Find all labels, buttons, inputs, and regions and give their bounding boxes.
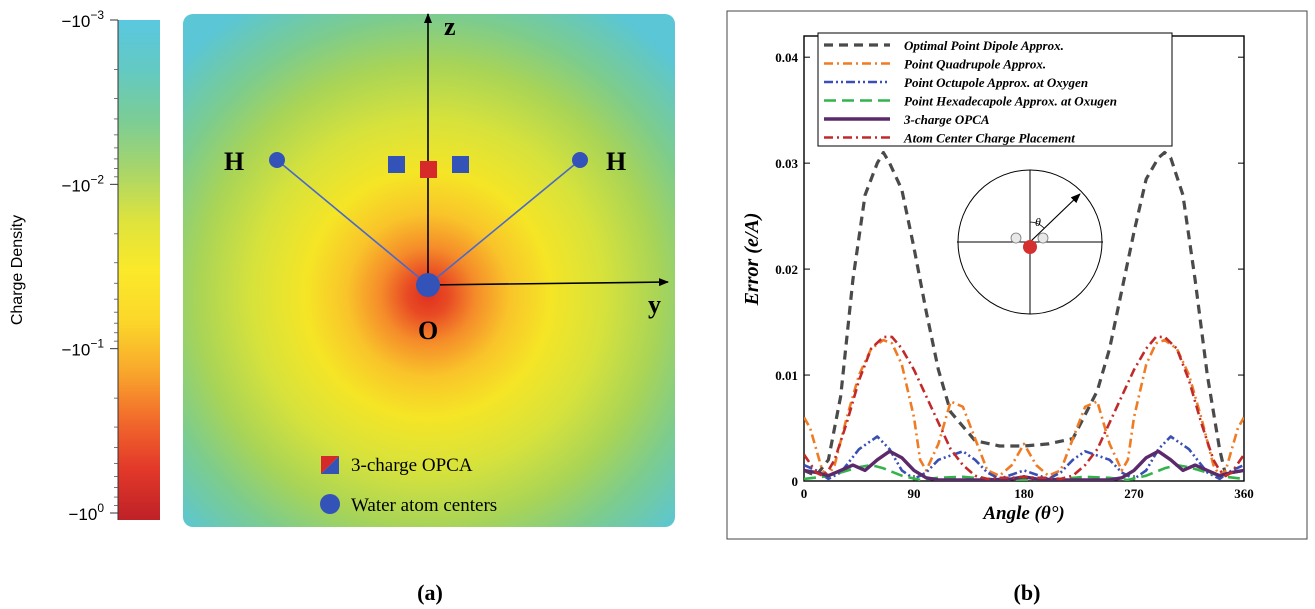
charge-site-center — [420, 161, 437, 178]
legend-entry-label: 3-charge OPCA — [903, 112, 990, 127]
x-tick-label: 360 — [1234, 486, 1254, 501]
y-axis-label: y — [648, 290, 661, 319]
inset-diagram: θ — [957, 169, 1103, 315]
z-axis-label: z — [444, 12, 456, 41]
legend-entry-label: Point Octupole Approx. at Oxygen — [904, 75, 1088, 90]
y-tick-label: 0.04 — [775, 50, 798, 65]
x-tick-label: 270 — [1124, 486, 1144, 501]
y-axis-title: Error (e/A) — [741, 213, 763, 307]
inset-theta-label: θ — [1035, 215, 1041, 229]
inset-oxygen-icon — [1023, 240, 1037, 254]
legend-entry-label: Optimal Point Dipole Approx. — [904, 38, 1064, 53]
panel-b: 0 90 180 270 360 0 0.01 0.02 0.03 0.04 Error (e/A… — [726, 10, 1308, 605]
inset-hydrogen-left-icon — [1010, 232, 1022, 244]
panel-b-caption: (b) — [1014, 580, 1041, 605]
legend-opca-label: 3-charge OPCA — [351, 455, 473, 476]
chart-legend: Optimal Point Dipole Approx. Point Quadru… — [817, 32, 1173, 147]
colorbar: −10−3 −10−2 −10−1 −100 Charge Density — [9, 8, 160, 524]
legend-box — [817, 32, 1173, 147]
charge-density-map — [183, 14, 675, 527]
panel-b-frame — [726, 10, 1308, 540]
panel-a: −10−3 −10−2 −10−1 −100 Charge Density z y H… — [9, 8, 675, 605]
y-tick-label: 0.01 — [775, 368, 798, 383]
colorbar-tick-label: −10−1 — [61, 337, 104, 360]
oxygen-atom — [416, 273, 440, 297]
legend-entry-label: Point Hexadecapole Approx. at Oxugen — [904, 94, 1117, 109]
oxygen-label: O — [418, 316, 438, 345]
series-line-0 — [804, 150, 1244, 478]
legend-entry-label: Point Quadrupole Approx. — [904, 57, 1046, 72]
series-line-3 — [804, 463, 1244, 481]
inset-theta-arrow — [1029, 193, 1081, 243]
hydrogen-left-label: H — [224, 147, 244, 176]
y-tick-label: 0.02 — [775, 262, 798, 277]
colorbar-tick-label: −100 — [68, 501, 104, 524]
charge-site-right — [452, 156, 469, 173]
hydrogen-left-atom — [269, 152, 285, 168]
series-lines — [804, 150, 1244, 481]
bond-right — [427, 159, 581, 286]
y-tick-label: 0 — [792, 474, 799, 489]
panel-a-legend: 3-charge OPCA Water atom centers — [320, 455, 497, 516]
colorbar-label: Charge Density — [9, 215, 26, 325]
charge-site-left — [388, 156, 405, 173]
series-line-1 — [804, 338, 1244, 477]
axis-ticks: 0 90 180 270 360 0 0.01 0.02 0.03 0.04 — [775, 36, 1254, 501]
colorbar-ticks: −10−3 −10−2 −10−1 −100 — [61, 8, 118, 524]
hydrogen-right-atom — [572, 152, 588, 168]
bond-left — [276, 159, 429, 286]
colorbar-gradient — [118, 20, 160, 520]
panel-a-caption: (a) — [417, 580, 443, 605]
x-tick-label: 90 — [908, 486, 921, 501]
x-tick-label: 0 — [801, 486, 808, 501]
colorbar-tick-label: −10−2 — [61, 172, 104, 195]
series-line-5 — [804, 335, 1244, 481]
inset-hydrogen-right-icon — [1037, 232, 1049, 244]
legend-entry-label: Atom Center Charge Placement — [903, 131, 1075, 146]
y-axis — [427, 278, 669, 287]
x-tick-label: 180 — [1014, 486, 1034, 501]
x-axis-title: Angle (θ°) — [982, 503, 1064, 524]
colorbar-tick-label: −10−3 — [61, 8, 104, 31]
hydrogen-right-label: H — [606, 147, 626, 176]
circle-marker — [320, 494, 340, 514]
y-tick-label: 0.03 — [775, 156, 798, 171]
legend-atom-centers-label: Water atom centers — [351, 495, 497, 516]
